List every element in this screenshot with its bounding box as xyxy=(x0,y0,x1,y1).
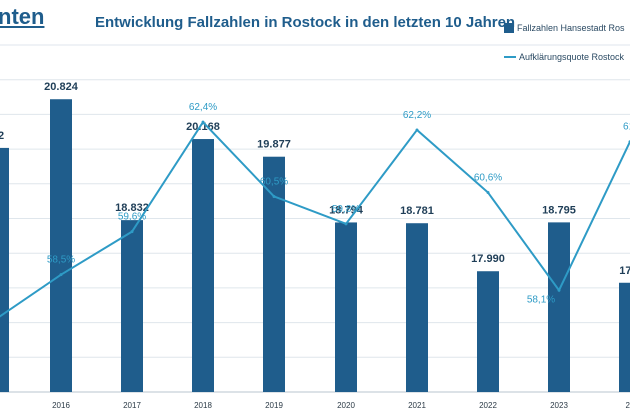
bar-value-label: 17.990 xyxy=(471,253,505,265)
bar xyxy=(192,139,214,392)
corner-title: nten xyxy=(0,4,45,29)
bar xyxy=(50,99,72,393)
bar-value-label: 20.824 xyxy=(44,81,79,93)
x-tick-label: 2022 xyxy=(479,401,497,410)
bar-value-label: 18.781 xyxy=(400,205,434,217)
legend-line-label: Aufklärungsquote Rostock xyxy=(519,52,625,62)
legend-bar-swatch xyxy=(504,23,514,33)
x-tick-label: 2023 xyxy=(550,401,568,410)
line-point xyxy=(557,288,561,292)
x-tick-label: 2018 xyxy=(194,401,212,410)
line-point xyxy=(344,222,348,226)
line-value-label: 59,8% xyxy=(332,204,360,215)
bar xyxy=(335,222,357,392)
bar xyxy=(548,222,570,392)
bar-value-label: 22 xyxy=(0,130,4,142)
bar xyxy=(619,282,630,392)
line-value-label: 62,4% xyxy=(189,102,217,113)
x-tick-label: 2016 xyxy=(52,401,70,410)
legend-line-swatch xyxy=(504,56,516,58)
bar xyxy=(406,223,428,392)
bar xyxy=(477,271,499,392)
line-point xyxy=(59,273,63,277)
bar-value-label: 17.8 xyxy=(619,265,630,277)
line-point xyxy=(415,128,419,132)
chart-title: Entwicklung Fallzahlen in Rostock in den… xyxy=(95,14,516,31)
bar xyxy=(0,147,9,392)
bar xyxy=(263,156,285,392)
line-value-label: 61, xyxy=(623,122,630,133)
line-value-label: 62,2% xyxy=(403,110,431,121)
line-value-label: 60,6% xyxy=(474,173,502,184)
legend-bar-label: Fallzahlen Hansestadt Ros xyxy=(517,23,625,33)
bar xyxy=(121,220,143,392)
line-value-label: 58,1% xyxy=(527,294,555,305)
x-tick-label: 2017 xyxy=(123,401,141,410)
line-point xyxy=(486,191,490,195)
line-value-label: 58,5% xyxy=(47,255,75,266)
line-point xyxy=(130,230,134,234)
x-tick-label: 2020 xyxy=(337,401,355,410)
line-series-path xyxy=(0,120,630,318)
bar-value-label: 18.832 xyxy=(115,202,149,214)
bar-value-label: 18.795 xyxy=(542,204,576,216)
legend-item-bar: Fallzahlen Hansestadt Ros xyxy=(504,23,625,33)
line-value-label: 60,5% xyxy=(260,176,288,187)
line-point xyxy=(272,194,276,198)
line-point xyxy=(201,120,205,124)
line-value-label: 59,6% xyxy=(118,212,146,223)
bar-value-label: 19.877 xyxy=(257,139,291,151)
x-tick-label: 2021 xyxy=(408,401,426,410)
legend-item-line: Aufklärungsquote Rostock xyxy=(504,52,624,62)
x-tick-label: 20 xyxy=(626,401,630,410)
x-tick-label: 2019 xyxy=(265,401,283,410)
